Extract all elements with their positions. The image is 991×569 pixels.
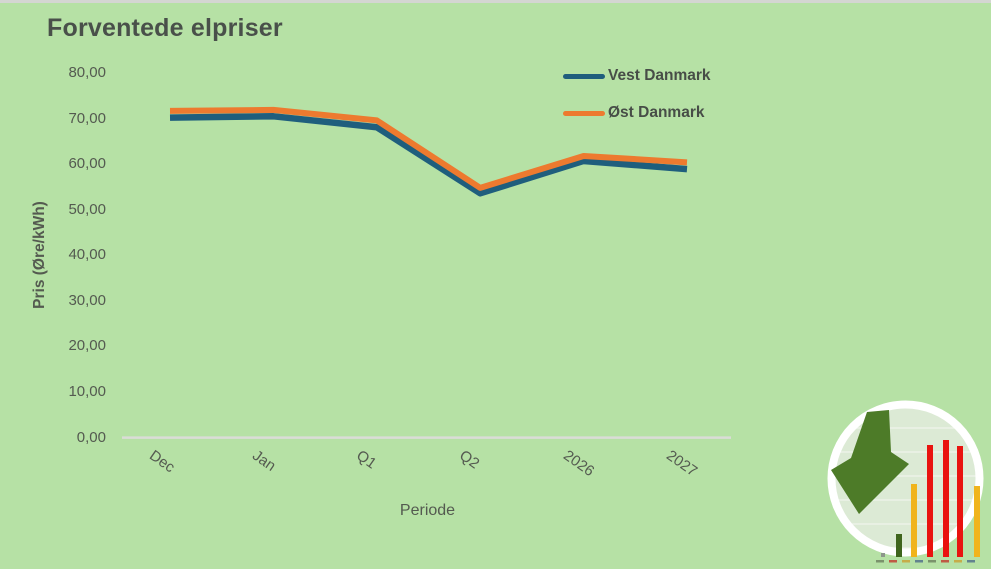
logo-axis-text-speck xyxy=(967,560,975,563)
y-tick-label: 30,00 xyxy=(68,291,106,309)
logo-mini-bar xyxy=(881,553,885,557)
logo-mini-bar xyxy=(911,484,917,557)
y-tick-label: 20,00 xyxy=(68,337,106,355)
logo-mini-bar xyxy=(943,440,949,557)
logo-axis-text-speck xyxy=(928,560,936,563)
logo-axis-text-speck xyxy=(902,560,910,563)
chart-title: Forventede elpriser xyxy=(47,14,283,42)
logo-mini-bar xyxy=(927,445,933,557)
series-line--st-danmark xyxy=(169,106,688,191)
logo-axis-text-speck xyxy=(941,560,949,563)
y-tick-label: 0,00 xyxy=(76,428,106,446)
legend: Vest Danmark Øst Danmark xyxy=(563,64,711,138)
series-line-vest-danmark xyxy=(169,113,688,197)
logo-axis-text-speck xyxy=(954,560,962,563)
y-tick-label: 50,00 xyxy=(68,200,106,218)
y-tick-label: 70,00 xyxy=(68,109,106,127)
legend-label: Vest Danmark xyxy=(608,67,711,84)
legend-line-swatch-ost xyxy=(563,110,605,116)
legend-item-ost-danmark: Øst Danmark xyxy=(563,101,711,125)
logo-graphic xyxy=(827,400,984,563)
logo-mini-bar xyxy=(957,446,963,557)
falling-prices-logo-badge xyxy=(824,396,991,569)
y-tick-label: 40,00 xyxy=(68,246,106,264)
y-tick-label: 60,00 xyxy=(68,155,106,173)
down-arrow-icon xyxy=(831,410,909,514)
logo-axis-text-speck xyxy=(915,560,923,563)
logo-axis-text-speck xyxy=(889,560,897,563)
legend-label: Øst Danmark xyxy=(608,104,705,121)
y-tick-label: 10,00 xyxy=(68,383,106,401)
logo-mini-bar xyxy=(896,534,902,557)
y-tick-label: 80,00 xyxy=(68,64,106,81)
x-axis-title: Periode xyxy=(399,502,456,519)
legend-item-vest-danmark: Vest Danmark xyxy=(563,64,711,88)
top-border xyxy=(0,0,991,3)
logo-axis-text-speck xyxy=(876,560,884,563)
logo-mini-bar xyxy=(974,486,980,557)
legend-line-swatch-vest xyxy=(563,73,605,79)
